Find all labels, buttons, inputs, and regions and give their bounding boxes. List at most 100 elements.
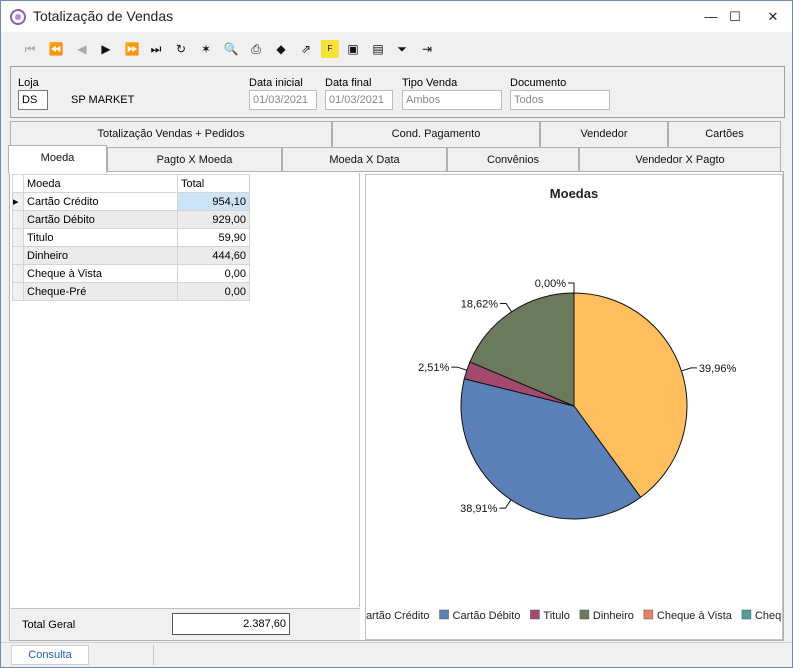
legend-swatch <box>579 609 590 620</box>
legend-entry: Cheque <box>755 610 783 622</box>
preview-icon[interactable]: 🔍 <box>223 42 239 56</box>
image-icon[interactable]: ▣ <box>347 42 359 56</box>
data-final-field[interactable]: 01/03/2021 <box>325 90 393 110</box>
table-row[interactable]: Cheque-Pré 0,00 <box>12 282 250 301</box>
legend-entry: Dinheiro <box>593 610 634 622</box>
filter-icon[interactable]: ⏷ <box>397 42 407 56</box>
tipo-venda-field[interactable]: Ambos <box>402 90 502 110</box>
status-bar: Consulta <box>1 642 792 667</box>
tab-cartoes[interactable]: Cartões <box>668 121 781 147</box>
documento-label: Documento <box>510 77 567 89</box>
row-indicator <box>12 228 24 247</box>
current-row-indicator-icon: ▸ <box>12 192 24 211</box>
magic-wand-icon[interactable]: ✶ <box>200 42 212 56</box>
cell-moeda[interactable]: Cheque-Pré <box>23 282 178 301</box>
total-geral-label: Total Geral <box>22 619 76 631</box>
pie-percent-label: 18,62% <box>461 298 499 310</box>
cell-moeda[interactable]: Cheque à Vista <box>23 264 178 283</box>
status-tab-consulta[interactable]: Consulta <box>11 645 89 665</box>
status-divider <box>153 645 154 665</box>
moeda-grid[interactable]: Moeda Total ▸ Cartão Crédito 954,10 Cart… <box>12 174 250 301</box>
tab-convenios[interactable]: Convênios <box>447 147 579 173</box>
total-geral-bar: Total Geral 2.387,60 <box>11 608 360 640</box>
refresh-icon[interactable]: ↻ <box>175 42 187 56</box>
row-indicator <box>12 210 24 229</box>
cell-moeda[interactable]: Dinheiro <box>23 246 178 265</box>
data-inicial-field[interactable]: 01/03/2021 <box>249 90 317 110</box>
window-title: Totalização de Vendas <box>33 8 174 24</box>
next-record-icon[interactable]: ▶ <box>101 42 111 56</box>
column-header-total[interactable]: Total <box>177 174 250 193</box>
data-final-label: Data final <box>325 77 372 89</box>
moeda-grid-panel: Moeda Total ▸ Cartão Crédito 954,10 Cart… <box>11 173 360 607</box>
legend-entry: Titulo <box>543 610 570 622</box>
cell-moeda[interactable]: Cartão Débito <box>23 210 178 229</box>
cell-total[interactable]: 444,60 <box>177 246 250 265</box>
table-row[interactable]: Dinheiro 444,60 <box>12 246 250 265</box>
pie-label-leader <box>500 302 513 313</box>
app-icon <box>10 9 26 25</box>
cell-moeda[interactable]: Titulo <box>23 228 178 247</box>
legend-swatch <box>643 609 654 620</box>
pie-label-leader <box>681 367 697 372</box>
tab-cond-pagamento[interactable]: Cond. Pagamento <box>332 121 540 147</box>
column-header-moeda[interactable]: Moeda <box>23 174 178 193</box>
cell-total[interactable]: 954,10 <box>177 192 250 211</box>
legend-entry: Cheque à Vista <box>657 610 733 622</box>
tab-moeda[interactable]: Moeda <box>8 145 107 173</box>
prior-page-icon[interactable]: ⏪ <box>48 42 64 56</box>
chart-title: Moedas <box>550 186 598 201</box>
first-record-icon[interactable]: ⏮ <box>24 42 36 56</box>
pie-slices <box>460 292 688 520</box>
cell-moeda[interactable]: Cartão Crédito <box>23 192 178 211</box>
prior-record-icon[interactable]: ◀ <box>77 42 87 56</box>
goto-icon[interactable]: ⇗ <box>300 42 312 56</box>
tab-content-moeda: Moeda Total ▸ Cartão Crédito 954,10 Cart… <box>9 171 784 641</box>
tipo-venda-label: Tipo Venda <box>402 77 458 89</box>
table-row[interactable]: Cheque à Vista 0,00 <box>12 264 250 283</box>
table-row[interactable]: Cartão Débito 929,00 <box>12 210 250 229</box>
cell-total[interactable]: 59,90 <box>177 228 250 247</box>
pie-label-leader <box>499 499 512 509</box>
tab-totalizacao-vendas-pedidos[interactable]: Totalização Vendas + Pedidos <box>10 121 332 147</box>
title-bar: Totalização de Vendas — ☐ ✕ <box>1 1 792 32</box>
cell-total[interactable]: 0,00 <box>177 264 250 283</box>
tab-moeda-x-data[interactable]: Moeda X Data <box>282 147 447 173</box>
pie-slice-dinheiro <box>469 292 575 407</box>
maximize-button[interactable]: ☐ <box>729 9 741 24</box>
eraser-icon[interactable]: ◆ <box>276 42 286 56</box>
tab-vendedor-x-pagto[interactable]: Vendedor X Pagto <box>579 147 781 173</box>
pie-slice-cart-o-d-bito <box>460 378 642 520</box>
loja-field[interactable]: DS <box>18 90 48 110</box>
loja-name: SP MARKET <box>71 94 135 106</box>
pie-labels: 39,96% 38,91% 2,51% 18,62% 0,00% <box>418 278 736 515</box>
cell-total[interactable]: 929,00 <box>177 210 250 229</box>
tab-pagto-x-moeda[interactable]: Pagto X Moeda <box>107 147 282 173</box>
pie-percent-label: 0,00% <box>535 278 566 290</box>
legend-swatch <box>439 609 449 620</box>
row-indicator <box>12 282 24 301</box>
pie-slice-cart-o-cr-dito <box>573 292 688 498</box>
last-record-icon[interactable]: ⏭ <box>150 42 162 56</box>
filter-label-icon[interactable]: F <box>321 40 339 58</box>
legend-swatch <box>741 609 752 620</box>
table-row[interactable]: Titulo 59,90 <box>12 228 250 247</box>
printer-icon[interactable]: ⎙ <box>251 42 261 56</box>
legend-entry: Cartão Crédito <box>366 610 430 622</box>
moedas-chart-panel: Moedas 39,96% 38,91% 2,51% 18,62% 0,00% Cart… <box>365 174 783 640</box>
export-icon[interactable]: ▤ <box>372 42 384 56</box>
pie-percent-label: 2,51% <box>418 362 449 374</box>
exit-icon[interactable]: ⇥ <box>421 42 433 56</box>
data-inicial-label: Data inicial <box>249 77 303 89</box>
cell-total[interactable]: 0,00 <box>177 282 250 301</box>
close-button[interactable]: ✕ <box>767 9 779 24</box>
pie-percent-label: 39,96% <box>699 363 737 375</box>
next-page-icon[interactable]: ⏩ <box>124 42 140 56</box>
minimize-button[interactable]: — <box>704 9 718 24</box>
filter-panel: Loja DS SP MARKET Data inicial 01/03/202… <box>10 66 785 118</box>
tab-vendedor[interactable]: Vendedor <box>540 121 668 147</box>
table-row[interactable]: ▸ Cartão Crédito 954,10 <box>12 192 250 211</box>
documento-field[interactable]: Todos <box>510 90 610 110</box>
moedas-pie-chart: Moedas 39,96% 38,91% 2,51% 18,62% 0,00% Cart… <box>366 186 783 622</box>
